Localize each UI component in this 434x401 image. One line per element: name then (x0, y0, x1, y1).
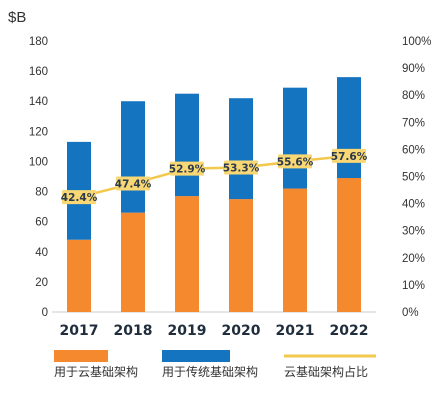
y-right-tick-label: 30% (402, 226, 425, 238)
share-label-bg (224, 160, 258, 175)
bars-layer (67, 77, 361, 312)
share-data-label: 57.6% (331, 151, 368, 163)
x-tick-label: 2022 (330, 323, 369, 339)
legend-swatch-traditional (162, 350, 230, 362)
y-left-tick-label: 80 (35, 187, 48, 199)
legend: 用于云基础架构 用于传统基础架构 云基础架构占比 (54, 350, 376, 379)
bar-cloud-infra (283, 188, 307, 312)
bar-cloud-infra (175, 196, 199, 312)
y-right-tick-label: 0% (402, 307, 419, 319)
bar-cloud-infra (67, 239, 91, 312)
share-data-label: 52.9% (169, 164, 206, 176)
y-axis-unit-label: $B (8, 9, 26, 26)
y-right-tick-label: 100% (402, 36, 431, 48)
x-tick-label: 2020 (222, 323, 261, 339)
axes-layer: 0 20 40 60 80 100 120 140 160 180 0% 10% 20% 30% 40% 50… (29, 36, 432, 339)
y-right-tick-label: 20% (402, 253, 425, 265)
x-tick-label: 2021 (276, 323, 315, 339)
y-left-tick-label: 40 (35, 247, 48, 259)
y-left-tick-label: 100 (29, 156, 48, 168)
share-data-label: 53.3% (223, 163, 260, 175)
legend-swatch-cloud (54, 350, 108, 362)
y-right-tick-label: 50% (402, 172, 425, 184)
legend-label-traditional: 用于传统基础架构 (162, 364, 258, 379)
bar-cloud-infra (121, 212, 145, 312)
y-left-tick-label: 0 (42, 307, 48, 319)
bar-cloud-infra (337, 178, 361, 312)
y-right-tick-label: 10% (402, 280, 425, 292)
share-label-bg (62, 190, 96, 205)
share-label-bg (170, 161, 204, 176)
bar-traditional-infra (229, 98, 253, 200)
bar-cloud-infra (229, 199, 253, 312)
legend-label-share: 云基础架构占比 (284, 364, 368, 379)
bar-traditional-infra (121, 101, 145, 213)
bar-traditional-infra (283, 87, 307, 189)
x-tick-label: 2017 (60, 323, 99, 339)
y-right-tick-label: 70% (402, 117, 425, 129)
line-layer: 42.4% 47.4% 52.9% 53.3% 55.6% 57.6% (61, 148, 368, 205)
share-label-bg (332, 148, 366, 163)
y-left-tick-label: 160 (29, 66, 48, 78)
y-left-tick-label: 20 (35, 277, 48, 289)
y-right-tick-label: 90% (402, 63, 425, 75)
share-data-label: 55.6% (277, 156, 314, 168)
x-tick-label: 2018 (114, 323, 153, 339)
y-right-tick-label: 60% (402, 144, 425, 156)
bar-traditional-infra (175, 93, 199, 197)
share-data-label: 47.4% (115, 179, 152, 191)
legend-label-cloud: 用于云基础架构 (54, 364, 138, 379)
y-left-tick-label: 140 (29, 96, 48, 108)
y-left-tick-label: 180 (29, 36, 48, 48)
share-data-label: 42.4% (61, 192, 98, 204)
share-label-bg (278, 154, 312, 169)
y-left-tick-label: 60 (35, 217, 48, 229)
x-tick-label: 2019 (168, 323, 207, 339)
y-left-tick-label: 120 (29, 126, 48, 138)
y-right-tick-label: 40% (402, 199, 425, 211)
y-right-tick-label: 80% (402, 90, 425, 102)
share-label-bg (116, 176, 150, 191)
